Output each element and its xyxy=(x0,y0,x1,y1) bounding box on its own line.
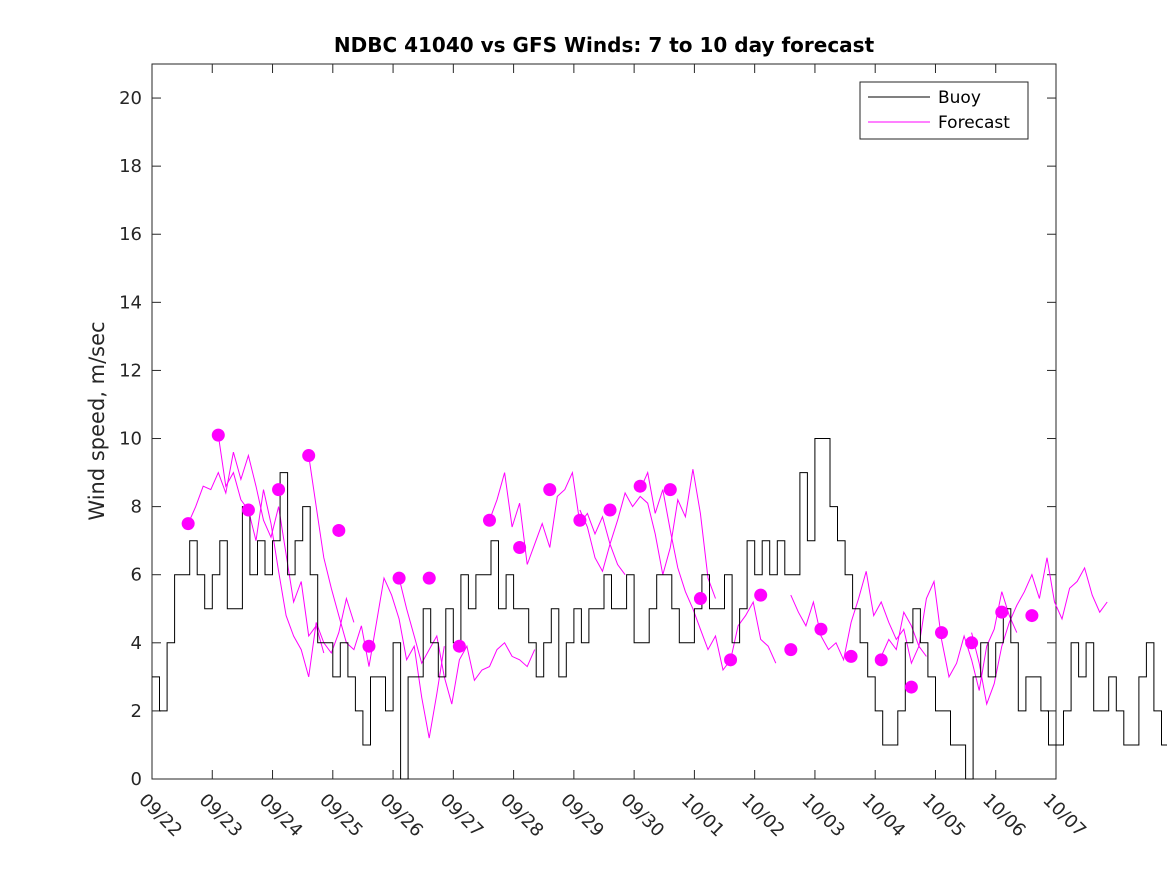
forecast-series-line xyxy=(187,451,325,654)
x-tick-label: 09/26 xyxy=(376,790,428,842)
y-tick-label: 0 xyxy=(131,769,142,790)
forecast-series-line xyxy=(579,469,716,599)
forecast-point xyxy=(934,626,948,640)
y-tick-label: 14 xyxy=(119,292,142,313)
forecast-point xyxy=(814,622,828,636)
forecast-point xyxy=(663,483,677,497)
forecast-point xyxy=(844,649,858,663)
axis-ticks xyxy=(151,64,1057,780)
forecast-point xyxy=(693,592,707,606)
forecast-point xyxy=(272,483,286,497)
y-axis-label: Wind speed, m/sec xyxy=(85,321,109,520)
x-tick-label: 10/03 xyxy=(797,790,849,842)
forecast-series-line xyxy=(489,470,626,575)
chart-title: NDBC 41040 vs GFS Winds: 7 to 10 day for… xyxy=(334,33,875,57)
forecast-point xyxy=(543,483,557,497)
forecast-point xyxy=(965,636,979,650)
forecast-point xyxy=(754,588,768,602)
x-tick-label: 09/24 xyxy=(255,790,307,842)
forecast-point xyxy=(181,517,195,531)
x-tick-label: 09/23 xyxy=(195,790,247,842)
forecast-point xyxy=(302,449,316,463)
y-tick-label: 16 xyxy=(119,224,142,245)
forecast-point xyxy=(513,540,527,554)
forecast-point xyxy=(904,680,918,694)
y-tick-label: 20 xyxy=(119,88,142,109)
forecast-point xyxy=(874,653,888,667)
forecast-series-line xyxy=(880,579,1018,691)
forecast-point xyxy=(241,503,255,517)
y-tick-label: 4 xyxy=(131,633,142,654)
x-tick-label: 09/25 xyxy=(315,790,367,842)
forecast-point xyxy=(724,653,738,667)
forecast-point xyxy=(422,571,436,585)
legend-forecast-label: Forecast xyxy=(938,113,1010,133)
x-tick-label: 10/02 xyxy=(737,790,789,842)
y-tick-label: 8 xyxy=(131,497,142,518)
forecast-series-line xyxy=(308,455,445,739)
forecast-series-line xyxy=(790,571,927,665)
forecast-lines xyxy=(187,435,1108,739)
forecast-series-line xyxy=(971,557,1108,706)
forecast-series-line xyxy=(639,470,777,672)
forecast-point xyxy=(1025,609,1039,623)
x-tick-label: 10/06 xyxy=(978,790,1030,842)
forecast-point xyxy=(392,571,406,585)
x-tick-label: 09/28 xyxy=(496,790,548,842)
forecast-point xyxy=(573,513,587,527)
forecast-point xyxy=(211,428,225,442)
buoy-line xyxy=(152,438,1167,780)
y-tick-label: 18 xyxy=(119,156,142,177)
forecast-point xyxy=(603,503,617,517)
x-tick-label: 09/29 xyxy=(556,790,608,842)
forecast-point xyxy=(362,639,376,653)
x-tick-label: 09/22 xyxy=(134,790,186,842)
x-tick-label: 10/04 xyxy=(858,790,910,842)
y-tick-labels: 0 2 4 6 8 10 12 14 16 18 20 xyxy=(119,88,142,790)
x-tick-label: 09/27 xyxy=(436,790,488,842)
forecast-point xyxy=(452,639,466,653)
forecast-point xyxy=(482,513,496,527)
forecast-series-line xyxy=(398,577,536,705)
x-tick-label: 09/30 xyxy=(617,790,669,842)
buoy-series-line xyxy=(152,438,1167,780)
y-tick-label: 12 xyxy=(119,360,142,381)
legend: Buoy Forecast xyxy=(859,81,1029,140)
y-tick-label: 6 xyxy=(131,565,142,586)
legend-buoy-label: Buoy xyxy=(938,88,981,108)
forecast-point xyxy=(784,643,798,657)
forecast-markers xyxy=(181,428,1039,694)
y-tick-label: 2 xyxy=(131,701,142,722)
forecast-point xyxy=(633,479,647,493)
forecast-point xyxy=(332,523,346,537)
x-tick-label: 10/05 xyxy=(918,790,970,842)
forecast-series-line xyxy=(217,435,355,678)
legend-box xyxy=(859,81,1029,140)
x-tick-labels: 09/22 09/23 09/24 09/25 09/26 09/27 09/28 09/29… xyxy=(134,790,1090,842)
forecast-point xyxy=(995,605,1009,619)
y-tick-label: 10 xyxy=(119,429,142,450)
x-tick-label: 10/01 xyxy=(677,790,729,842)
x-tick-label: 10/07 xyxy=(1038,790,1090,842)
plot-background xyxy=(151,63,1057,780)
